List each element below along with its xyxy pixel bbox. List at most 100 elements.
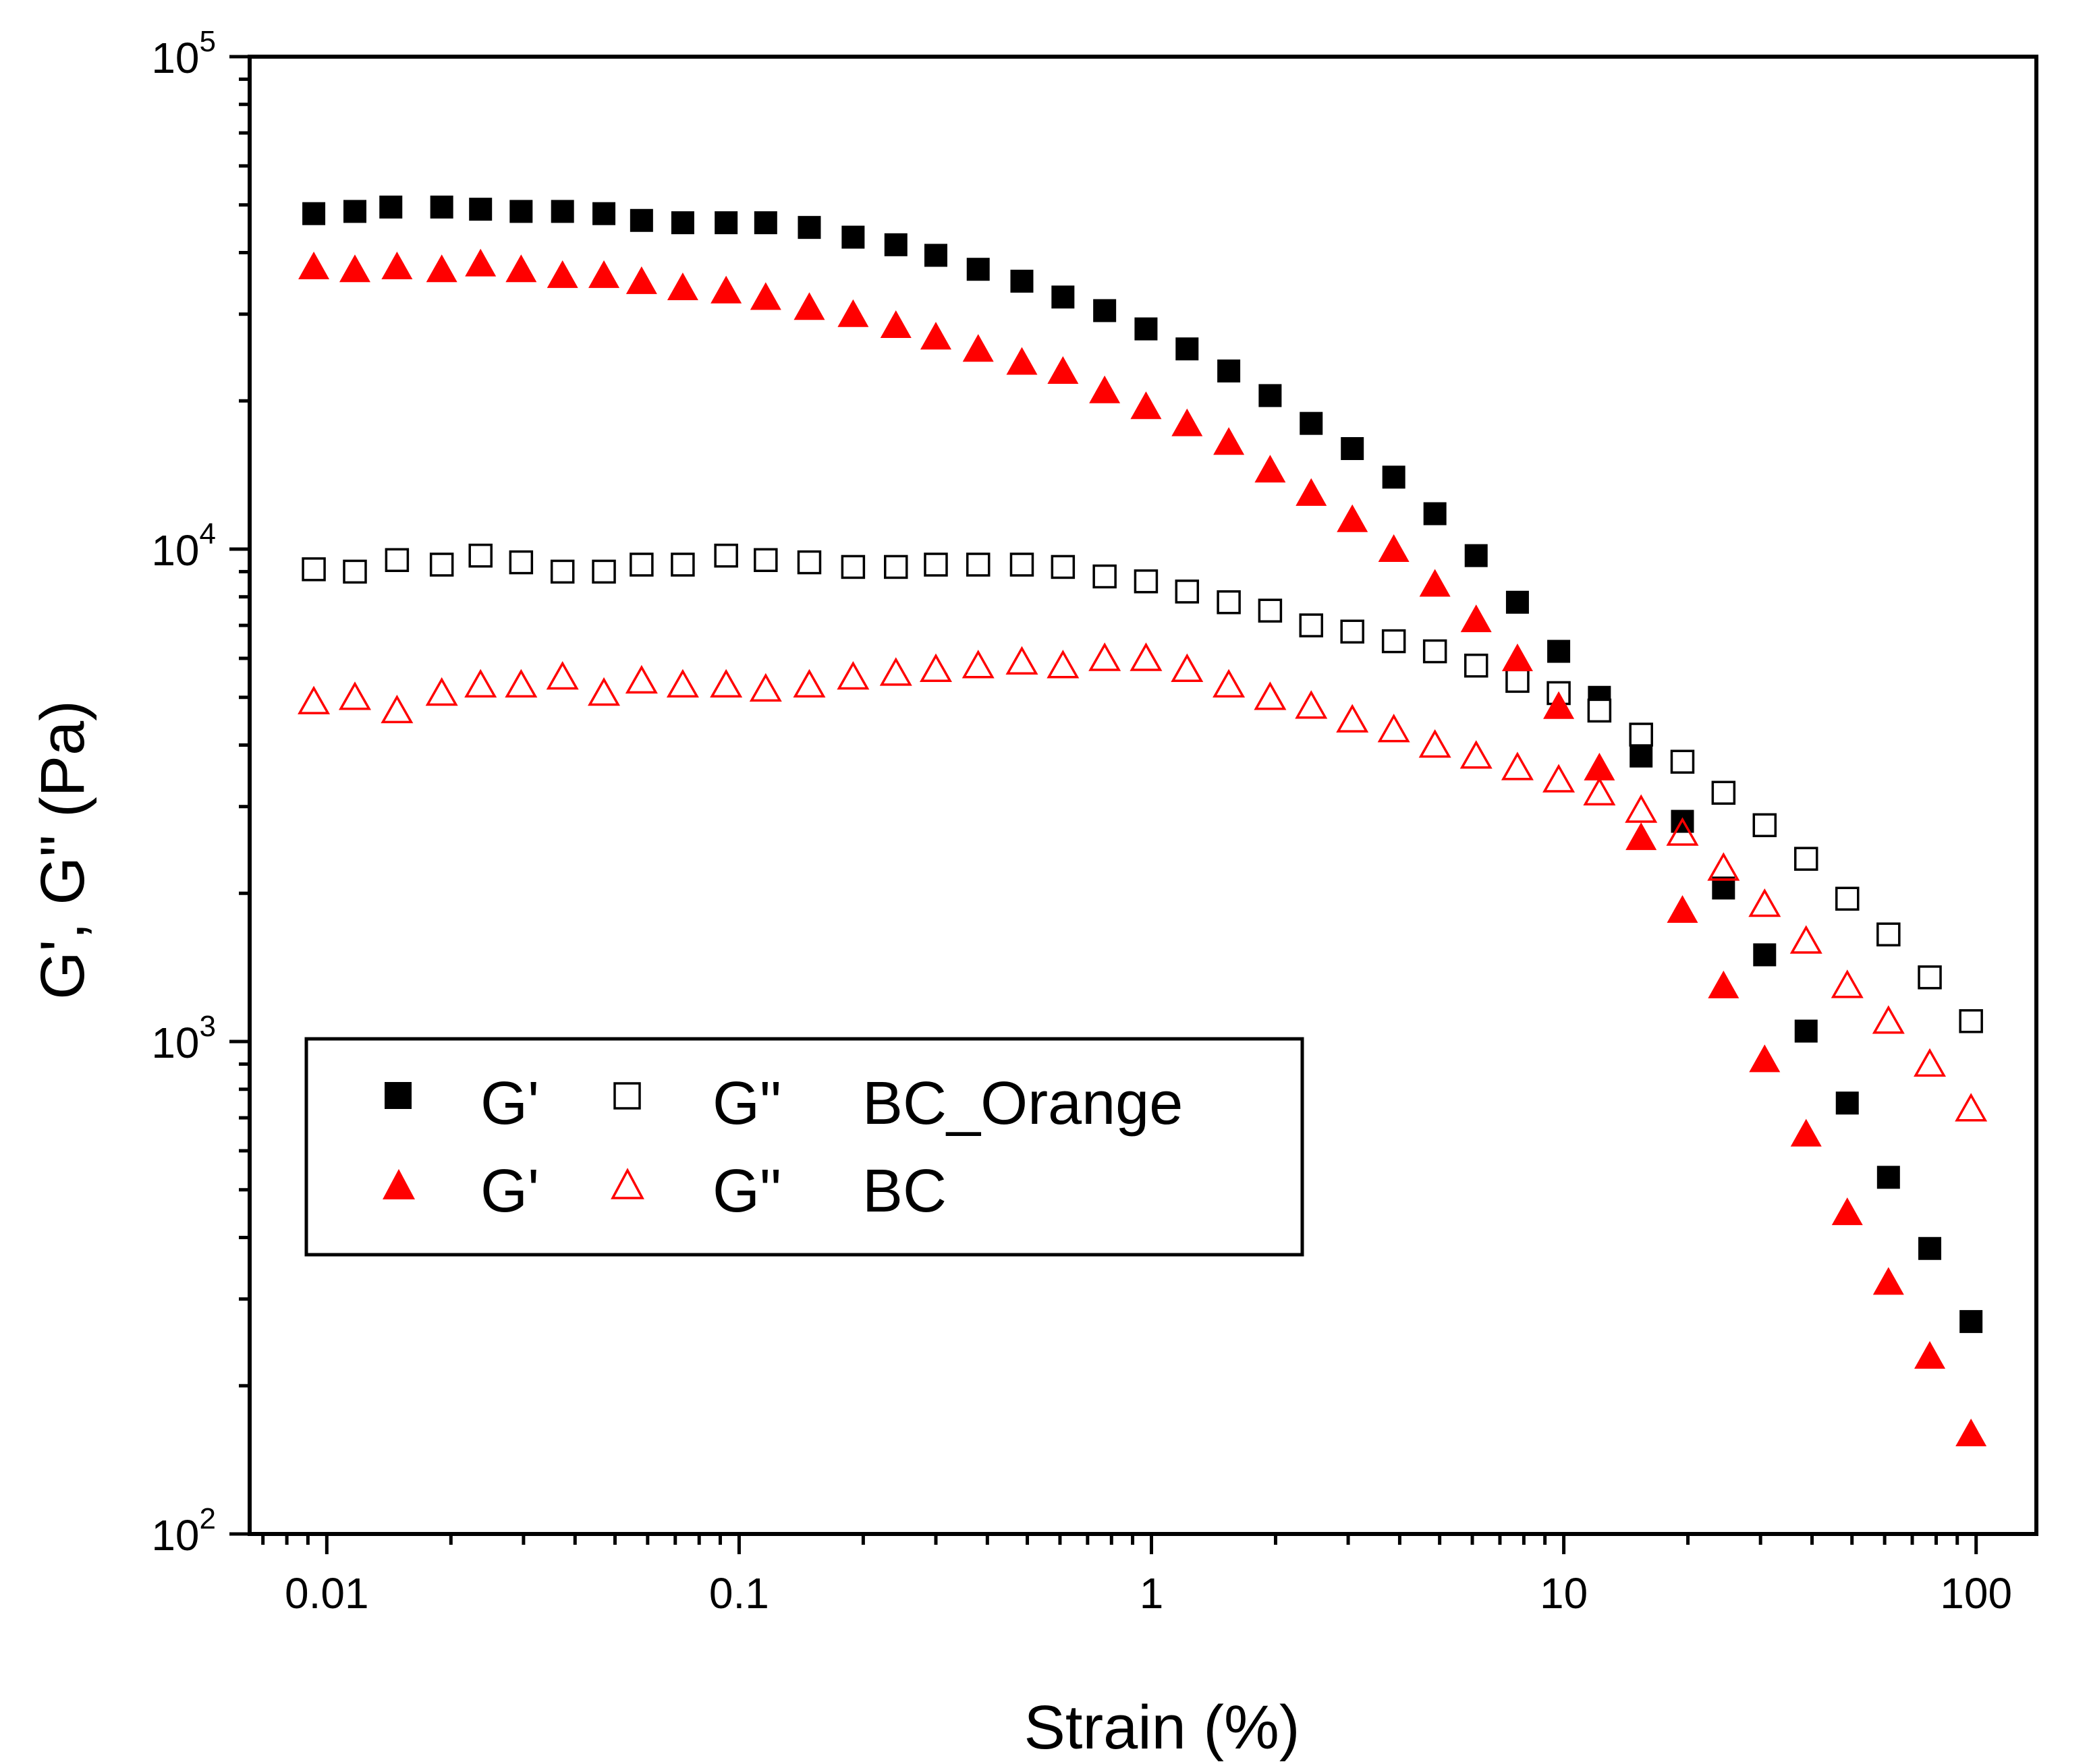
- data-point: [1752, 813, 1777, 838]
- data-point: [962, 334, 994, 362]
- data-point: [1876, 922, 1901, 946]
- y-tick-label: 102: [151, 1502, 216, 1560]
- data-point: [1583, 776, 1616, 805]
- data-point: [1501, 751, 1534, 780]
- data-point: [1134, 317, 1158, 341]
- data-point: [425, 677, 458, 706]
- x-tick-label: 10: [1540, 1569, 1588, 1618]
- data-point: [1670, 749, 1695, 774]
- data-point: [1835, 886, 1860, 911]
- data-point: [841, 225, 865, 249]
- data-point: [1872, 1267, 1904, 1295]
- legend-label-gprime-bc-orange: G': [480, 1070, 539, 1137]
- data-point: [1914, 1048, 1947, 1077]
- series-1: [302, 543, 1983, 1033]
- data-point: [379, 195, 403, 219]
- data-point: [1748, 888, 1781, 917]
- data-point: [546, 660, 579, 690]
- data-point: [1295, 690, 1328, 719]
- data-point: [1753, 943, 1777, 967]
- data-point: [1584, 752, 1615, 780]
- plot-border: [248, 55, 2038, 1536]
- data-point: [464, 668, 497, 698]
- data-point: [1790, 1118, 1822, 1147]
- legend-label-sample-bc: BC: [862, 1158, 947, 1225]
- data-point: [1009, 552, 1034, 577]
- y-axis-ticks: 102 103 104 105: [151, 25, 250, 1560]
- data-point: [551, 200, 574, 223]
- data-point: [429, 552, 454, 577]
- y-tick-label: 103: [151, 1010, 216, 1067]
- data-point: [509, 200, 533, 223]
- legend-marker-gdoubleprime-bc-orange: [613, 1082, 641, 1110]
- data-point: [1625, 794, 1658, 823]
- data-point: [430, 195, 453, 219]
- data-point: [468, 543, 493, 568]
- data-point: [711, 275, 742, 304]
- data-point: [302, 557, 326, 581]
- data-point: [1213, 668, 1246, 698]
- data-point: [547, 260, 578, 288]
- data-point: [1918, 1236, 1942, 1260]
- data-point: [1794, 847, 1818, 871]
- data-point: [505, 668, 538, 698]
- data-point: [381, 694, 414, 724]
- legend-label-gprime-bc: G': [480, 1158, 539, 1225]
- y-tick-label: 105: [151, 25, 216, 82]
- data-point: [1505, 668, 1530, 693]
- data-point: [1749, 1044, 1781, 1073]
- data-point: [1418, 729, 1451, 758]
- data-point: [298, 251, 330, 279]
- data-point: [1625, 822, 1657, 851]
- legend-box: [304, 1037, 1304, 1257]
- data-point: [1171, 408, 1203, 436]
- data-point: [1464, 544, 1488, 567]
- data-point: [1217, 590, 1241, 615]
- data-point: [509, 550, 534, 575]
- x-tick-label: 0.1: [709, 1569, 769, 1618]
- data-point: [1789, 925, 1822, 954]
- series-2: [298, 248, 1987, 1446]
- data-point: [1337, 504, 1368, 532]
- data-point: [1914, 1340, 1946, 1369]
- data-point: [1341, 436, 1364, 460]
- data-point: [884, 233, 908, 256]
- data-point: [715, 211, 738, 235]
- data-point: [920, 322, 951, 350]
- data-point: [962, 650, 995, 679]
- data-point: [1955, 1418, 1987, 1446]
- data-point: [1955, 1093, 1988, 1122]
- data-point: [1547, 639, 1571, 663]
- legend: G' G" BC_Orange G' G" BC: [304, 1037, 1304, 1257]
- data-point: [1630, 744, 1653, 768]
- data-point: [1876, 1166, 1900, 1189]
- data-point: [1299, 613, 1323, 637]
- data-point: [1217, 359, 1241, 382]
- data-point: [1959, 1310, 1983, 1334]
- data-point: [666, 668, 699, 698]
- data-point: [754, 548, 778, 573]
- data-point: [630, 552, 654, 577]
- data-point: [797, 550, 822, 575]
- legend-marker-gdoubleprime-bc: [611, 1168, 644, 1199]
- data-point: [1464, 653, 1488, 678]
- data-point: [1918, 965, 1942, 990]
- data-point: [671, 211, 694, 235]
- x-axis-ticks: 0.01 0.1 1 10 100: [261, 1534, 2012, 1618]
- data-point: [1707, 852, 1740, 881]
- data-point: [1831, 969, 1864, 998]
- y-axis-title: G', G" (Pa): [28, 700, 97, 1000]
- data-point: [465, 248, 497, 277]
- data-point: [1381, 629, 1406, 654]
- data-point: [1254, 455, 1286, 483]
- data-point: [630, 208, 653, 232]
- data-point: [714, 543, 738, 568]
- data-point: [884, 554, 908, 579]
- data-point: [1047, 650, 1080, 679]
- data-point: [1505, 590, 1529, 614]
- data-point: [625, 664, 658, 694]
- data-point: [298, 685, 331, 714]
- x-tick-label: 0.01: [285, 1569, 369, 1618]
- data-point: [625, 266, 657, 294]
